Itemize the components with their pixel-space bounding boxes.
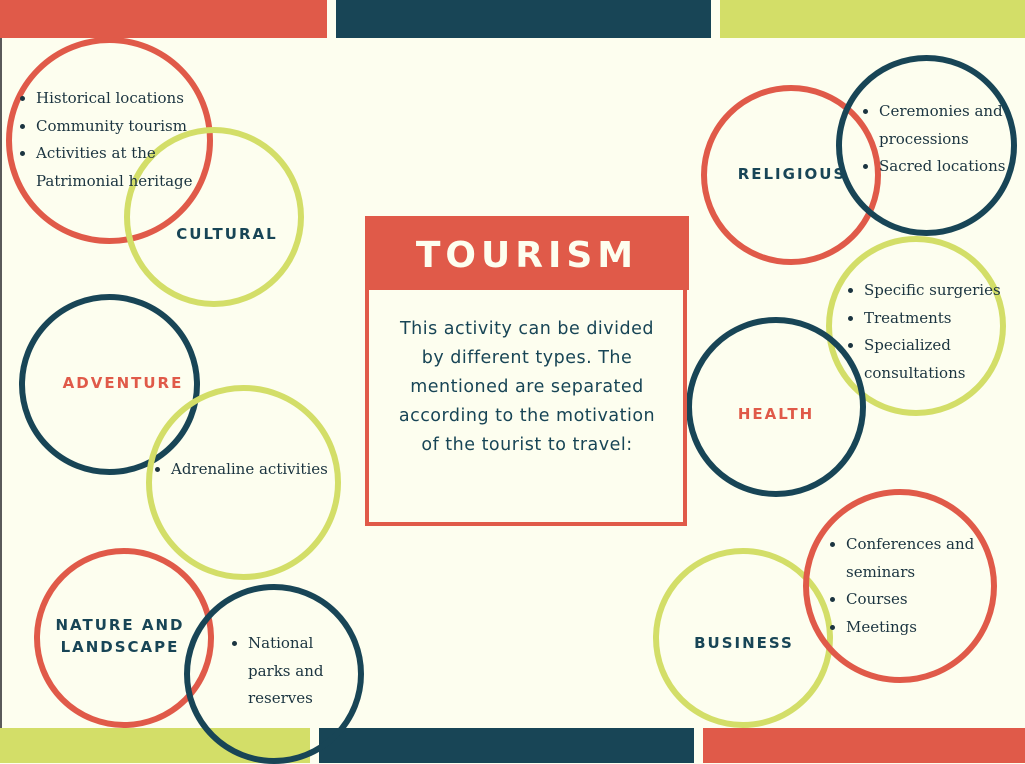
list-item: Ceremonies and processions [879,98,1014,153]
list-item: Activities at the Patrimonial heritage [36,140,216,195]
top-bar-lime [720,0,1025,38]
list-item: Historical locations [36,85,216,113]
top-bar-red [0,0,327,38]
list-item: Sacred locations [879,153,1014,181]
nature-items-list: National parks and reserves [234,630,338,713]
religious-items-list: Ceremonies and processions Sacred locati… [865,98,1014,181]
list-item: Specialized consultations [864,332,1009,387]
list-item: Courses [846,586,986,614]
adventure-label: ADVENTURE [62,374,184,392]
cultural-items-list: Historical locations Community tourism A… [22,85,216,195]
health-label-circle [686,317,866,497]
list-item: Specific surgeries [864,277,1009,305]
list-item: Treatments [864,305,1009,333]
nature-items-circle [184,584,364,764]
bottom-bar-navy [319,728,694,763]
cultural-label: CULTURAL [176,225,278,243]
business-items-list: Conferences and seminars Courses Meeting… [832,531,986,641]
nature-label-line2: LANDSCAPE [60,638,180,656]
adventure-label-circle [19,294,200,475]
religious-items-circle [836,55,1017,236]
list-item: Conferences and seminars [846,531,986,586]
title-banner: TOURISM [365,216,689,290]
adventure-items-circle [146,385,341,580]
description-box: This activity can be divided by differen… [365,289,687,526]
page-edge [0,0,2,763]
health-items-circle [826,236,1006,416]
list-item: Meetings [846,614,986,642]
list-item: Adrenaline activities [171,456,351,484]
business-items-circle [803,489,997,683]
list-item: National parks and reserves [248,630,338,713]
list-item: Community tourism [36,113,216,141]
health-items-list: Specific surgeries Treatments Specialize… [850,277,1009,387]
religious-label: RELIGIOUS [737,165,847,183]
description-text: This activity can be divided by differen… [398,319,656,455]
adventure-items-list: Adrenaline activities [157,456,351,484]
page-title: TOURISM [415,235,639,276]
nature-label-line1: NATURE AND [55,616,185,634]
business-label: BUSINESS [694,634,794,652]
health-label: HEALTH [737,405,815,423]
bottom-bar-red [703,728,1025,763]
cultural-label-circle [124,127,304,307]
top-bar-navy [336,0,711,38]
